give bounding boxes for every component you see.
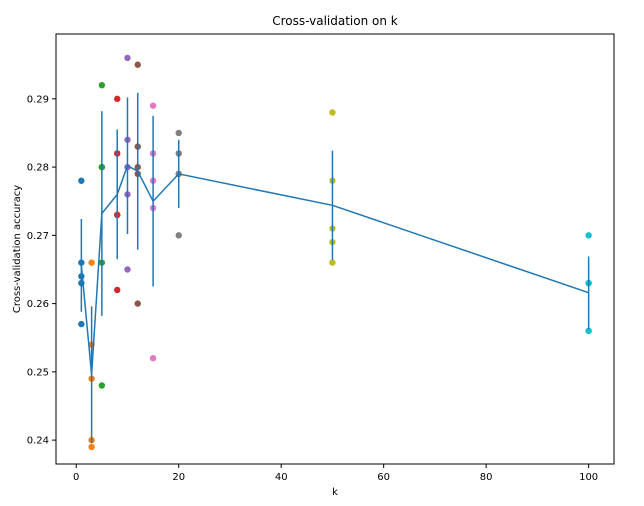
plot-frame <box>55 33 615 465</box>
y-tick-label: 0.27 <box>27 231 49 242</box>
x-axis: 0 20 40 60 80 100 <box>73 464 598 483</box>
scatter-point <box>88 259 95 266</box>
scatter-point <box>124 266 131 273</box>
y-axis: 0.24 0.25 0.26 0.27 0.28 0.29 <box>27 94 56 447</box>
chart-title: Cross-validation on k <box>272 14 398 28</box>
x-tick-label: 20 <box>172 472 185 483</box>
x-tick-label: 0 <box>73 472 79 483</box>
scatter-point <box>78 177 85 184</box>
x-tick-label: 40 <box>275 472 288 483</box>
y-tick-label: 0.25 <box>27 367 49 378</box>
y-tick-label: 0.28 <box>27 163 49 174</box>
scatter-point <box>98 81 106 89</box>
y-tick-label: 0.24 <box>27 436 49 447</box>
scatter-point <box>149 355 157 362</box>
y-tick-label: 0.29 <box>27 94 49 105</box>
plot-area <box>78 54 592 451</box>
x-tick-label: 80 <box>480 472 493 483</box>
scatter-point <box>114 286 121 294</box>
scatter-point <box>134 61 141 68</box>
mean-accuracy-line <box>80 164 589 375</box>
y-tick-label: 0.26 <box>27 299 49 310</box>
scatter-point <box>88 443 95 451</box>
scatter-point <box>329 259 336 266</box>
scatter-point <box>585 327 592 335</box>
scatter-point <box>78 320 85 328</box>
scatter-point <box>175 129 182 137</box>
scatter-point <box>329 109 336 116</box>
scatter-point <box>585 232 592 239</box>
scatter-point <box>149 102 157 109</box>
y-axis-label: Cross-validation accuracy <box>12 185 23 313</box>
scatter-point <box>98 382 106 389</box>
scatter-point <box>124 54 131 62</box>
x-tick-label: 100 <box>579 472 598 483</box>
scatter-point <box>175 232 182 239</box>
scatter-point <box>114 95 121 103</box>
scatter-point <box>134 300 141 307</box>
x-axis-label: k <box>332 487 338 498</box>
x-tick-label: 60 <box>377 472 390 483</box>
